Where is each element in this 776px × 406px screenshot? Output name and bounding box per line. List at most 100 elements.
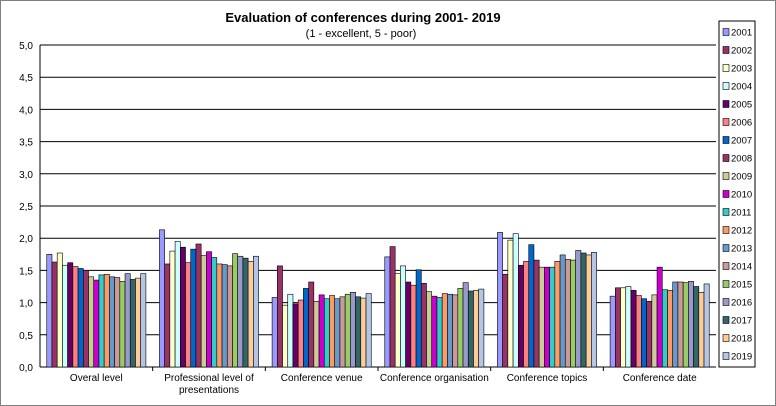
y-tick-label: 0,0	[19, 363, 33, 374]
bar	[98, 274, 105, 368]
bar	[656, 266, 663, 368]
bar	[549, 266, 556, 368]
legend-label: 2005	[731, 100, 752, 111]
bar	[232, 253, 239, 368]
bar	[457, 288, 464, 368]
bar	[441, 293, 448, 368]
bar	[237, 255, 244, 368]
legend-swatch	[722, 118, 730, 126]
bar	[226, 265, 233, 368]
bar	[667, 290, 674, 368]
bar	[339, 296, 346, 368]
bar	[277, 265, 283, 368]
bar	[544, 266, 550, 368]
legend-label: 2010	[731, 190, 752, 201]
x-tick-label: Conference organisation	[380, 373, 489, 384]
bar	[426, 291, 433, 368]
bar	[620, 287, 627, 368]
bar	[119, 281, 126, 368]
bar	[478, 288, 485, 368]
bar	[609, 295, 616, 368]
legend-label: 2007	[731, 136, 752, 147]
legend-swatch	[722, 46, 730, 54]
legend-label: 2008	[731, 154, 752, 165]
bar	[46, 254, 53, 368]
bar	[329, 295, 336, 368]
bar	[216, 263, 223, 368]
bar	[447, 293, 453, 368]
bar	[287, 293, 294, 368]
bar	[415, 269, 422, 368]
bar	[292, 303, 299, 368]
legend-swatch	[722, 208, 730, 216]
bar	[355, 296, 362, 368]
bar	[174, 241, 181, 368]
legend-swatch	[722, 280, 730, 288]
bar	[195, 243, 202, 368]
chart-title: Evaluation of conferences during 2001- 2…	[225, 10, 500, 25]
bar	[179, 246, 186, 368]
bar	[703, 283, 710, 368]
legend-label: 2002	[731, 46, 752, 57]
y-tick-label: 5,0	[19, 41, 33, 52]
bar	[580, 252, 587, 368]
bar	[200, 255, 207, 368]
bar	[164, 263, 171, 368]
bar	[350, 291, 356, 368]
bar	[512, 233, 519, 368]
bar	[591, 252, 597, 368]
bar	[431, 295, 438, 368]
bar	[651, 294, 658, 368]
legend-label: 2003	[731, 64, 752, 75]
legend-swatch	[722, 28, 730, 36]
legend-label: 2009	[731, 172, 752, 183]
bar	[473, 290, 479, 368]
bar	[400, 265, 406, 368]
legend-swatch	[722, 262, 730, 270]
bar	[67, 262, 74, 368]
bar	[109, 276, 115, 368]
bar	[242, 257, 249, 368]
bar	[253, 255, 259, 368]
bar	[615, 287, 621, 368]
bar	[698, 291, 705, 368]
y-tick-label: 1,0	[19, 299, 33, 310]
legend-label: 2017	[731, 316, 752, 327]
legend-swatch	[722, 64, 730, 72]
bar	[467, 290, 474, 368]
bar	[185, 262, 192, 368]
bar	[323, 298, 330, 368]
bar	[533, 259, 540, 368]
bar	[159, 229, 165, 368]
bar	[570, 259, 577, 368]
legend-label: 2011	[731, 208, 751, 219]
legend-label: 2001	[731, 28, 752, 39]
legend-label: 2015	[731, 280, 752, 291]
bar	[297, 299, 304, 368]
legend-swatch	[722, 100, 730, 108]
bar	[82, 270, 89, 368]
bar	[384, 256, 391, 368]
bar	[682, 282, 689, 368]
bar	[410, 284, 417, 368]
bar	[124, 273, 131, 368]
legend-swatch	[722, 154, 730, 162]
bar	[62, 264, 68, 368]
chart-subtitle: (1 - excellent, 5 - poor)	[306, 28, 417, 40]
bar	[206, 251, 212, 368]
x-tick-label: Conference venue	[281, 373, 363, 384]
bar	[661, 289, 668, 368]
legend-swatch	[722, 316, 730, 324]
bar	[497, 232, 503, 368]
x-tick-label: Overal level	[70, 373, 123, 384]
bar	[554, 261, 561, 368]
bar	[114, 277, 121, 368]
x-tick-label: presentations	[179, 385, 239, 396]
legend-swatch	[722, 136, 730, 144]
plot-area: 0,0 0,5 1,0 1,5 2,0 2,5 3,0 3,5 4,0 4,5 5,0 Overal …	[19, 41, 716, 396]
bar	[303, 288, 309, 368]
y-tick-label: 0,5	[19, 331, 33, 342]
bar	[72, 266, 79, 368]
